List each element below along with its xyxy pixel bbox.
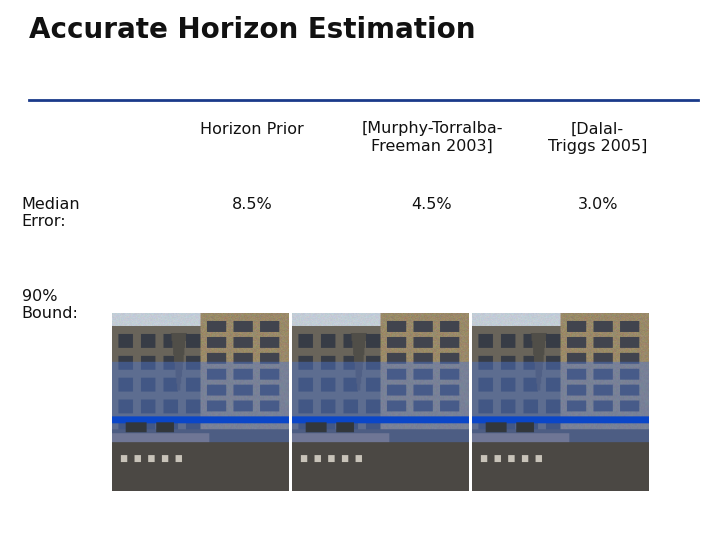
Text: [Dalal-
Triggs 2005]: [Dalal- Triggs 2005]: [548, 122, 647, 154]
Text: Accurate Horizon Estimation: Accurate Horizon Estimation: [29, 16, 475, 44]
Text: 3.0%: 3.0%: [577, 197, 618, 212]
Text: Median
Error:: Median Error:: [22, 197, 80, 230]
Text: 90%
Bound:: 90% Bound:: [22, 289, 78, 321]
Text: 8.5%: 8.5%: [232, 197, 272, 212]
Text: 4.5%: 4.5%: [412, 197, 452, 212]
Text: [Murphy-Torralba-
Freeman 2003]: [Murphy-Torralba- Freeman 2003]: [361, 122, 503, 154]
Text: Horizon Prior: Horizon Prior: [200, 122, 304, 137]
